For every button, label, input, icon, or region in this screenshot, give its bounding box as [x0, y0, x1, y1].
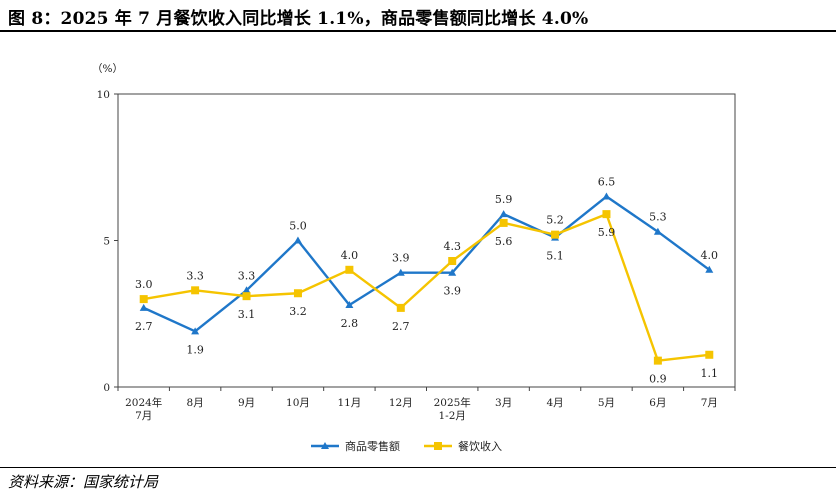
y-tick-label: 10: [97, 89, 110, 101]
x-tick-label: 12月: [389, 397, 413, 409]
data-label: 2.7: [392, 320, 410, 333]
data-label: 5.0: [289, 220, 307, 233]
data-point: [499, 210, 508, 218]
data-label: 3.9: [392, 252, 410, 265]
data-label: 3.3: [186, 269, 204, 282]
data-point: [705, 265, 714, 273]
data-point: [396, 268, 405, 276]
legend-label: 餐饮收入: [458, 439, 502, 453]
x-tick-label: 6月: [649, 397, 666, 409]
data-point: [705, 350, 714, 359]
series-line: [143, 212, 710, 362]
data-point: [139, 295, 148, 304]
data-label: 5.9: [598, 226, 616, 239]
legend-marker: [434, 442, 442, 450]
series-line: [143, 195, 711, 333]
bottom-rule: [0, 467, 836, 468]
data-label: 5.1: [546, 250, 564, 263]
data-label: 2.7: [135, 320, 153, 333]
data-label: 3.9: [443, 285, 461, 298]
figure-title: 图 8：2025 年 7 月餐饮收入同比增长 1.1%，商品零售额同比增长 4.…: [8, 9, 589, 29]
data-point: [396, 303, 405, 312]
data-label: 5.2: [546, 214, 564, 227]
x-tick-label: 7月: [701, 397, 718, 409]
data-point: [345, 300, 354, 308]
data-label: 0.9: [649, 373, 667, 386]
data-label: 5.9: [495, 193, 513, 206]
data-point: [448, 257, 457, 266]
source-note: 资料来源：国家统计局: [8, 473, 159, 491]
data-label: 4.3: [443, 240, 461, 253]
legend-marker: [321, 442, 329, 449]
data-point: [448, 268, 457, 276]
data-label: 3.1: [238, 308, 256, 321]
plot-frame: [117, 93, 736, 388]
top-rule: [0, 30, 836, 32]
y-axis-unit: （%）: [92, 63, 123, 75]
data-point: [602, 210, 611, 219]
data-label: 4.0: [341, 249, 359, 262]
data-point: [293, 289, 302, 298]
data-point: [602, 192, 611, 200]
data-point: [191, 286, 200, 295]
data-label: 2.8: [341, 317, 359, 330]
data-point: [242, 292, 251, 301]
data-label: 3.3: [238, 269, 256, 282]
data-point: [293, 236, 302, 244]
data-label: 3.2: [289, 305, 307, 318]
data-label: 1.9: [186, 343, 204, 356]
data-point: [653, 356, 662, 365]
data-point: [242, 286, 251, 294]
data-label: 4.0: [701, 249, 719, 262]
data-label: 6.5: [598, 176, 616, 189]
x-tick-label: 4月: [546, 397, 563, 409]
x-tick-label: 10月: [286, 397, 310, 409]
data-point: [345, 265, 354, 274]
data-label: 3.0: [135, 278, 153, 291]
data-point: [653, 227, 662, 235]
data-label: 5.6: [495, 235, 513, 248]
x-tick-label: 9月: [238, 397, 255, 409]
x-tick-label: 11月: [337, 397, 361, 409]
x-tick-label: 3月: [495, 397, 512, 409]
x-tick-label: 5月: [598, 397, 615, 409]
data-label: 1.1: [701, 367, 719, 380]
data-point: [551, 230, 560, 239]
y-tick-label: 5: [103, 236, 110, 248]
y-tick-label: 0: [103, 382, 110, 394]
x-tick-label: 2025年 1-2月: [434, 396, 471, 422]
data-point: [191, 327, 200, 335]
legend: 商品零售额 餐饮收入: [311, 439, 502, 453]
x-tick-label: 2024年 7月: [125, 396, 162, 422]
data-point: [139, 303, 148, 311]
x-tick-label: 8月: [187, 397, 204, 409]
legend-label: 商品零售额: [345, 439, 400, 453]
data-point: [499, 218, 508, 227]
data-label: 5.3: [649, 211, 667, 224]
